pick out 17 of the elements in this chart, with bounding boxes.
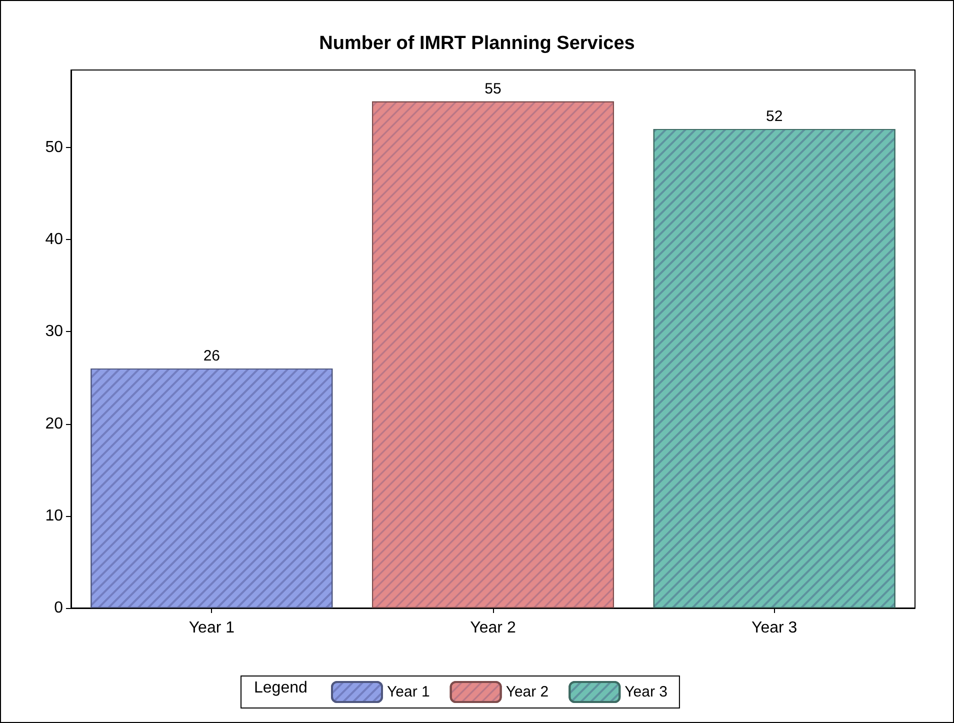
legend-label: Year 3 [624,684,668,700]
y-tick-label: 10 [45,507,64,524]
data-label: 26 [203,347,220,364]
legend-label: Year 2 [506,684,549,700]
y-tick-label: 20 [45,415,64,432]
data-label: 52 [766,108,783,125]
y-tick-label: 30 [45,323,64,340]
legend-label: Year 1 [387,684,430,700]
y-tick-label: 50 [45,138,64,156]
legend-title: Legend [254,680,308,696]
data-label: 55 [484,80,502,98]
x-tick-label: Year 2 [470,620,516,636]
x-tick-label: Year 3 [751,620,798,636]
y-tick-label: 40 [45,231,64,248]
y-tick-label: 0 [54,600,64,616]
chart-title: Number of IMRT Planning Services [319,33,635,54]
x-tick-label: Year 1 [188,620,235,636]
